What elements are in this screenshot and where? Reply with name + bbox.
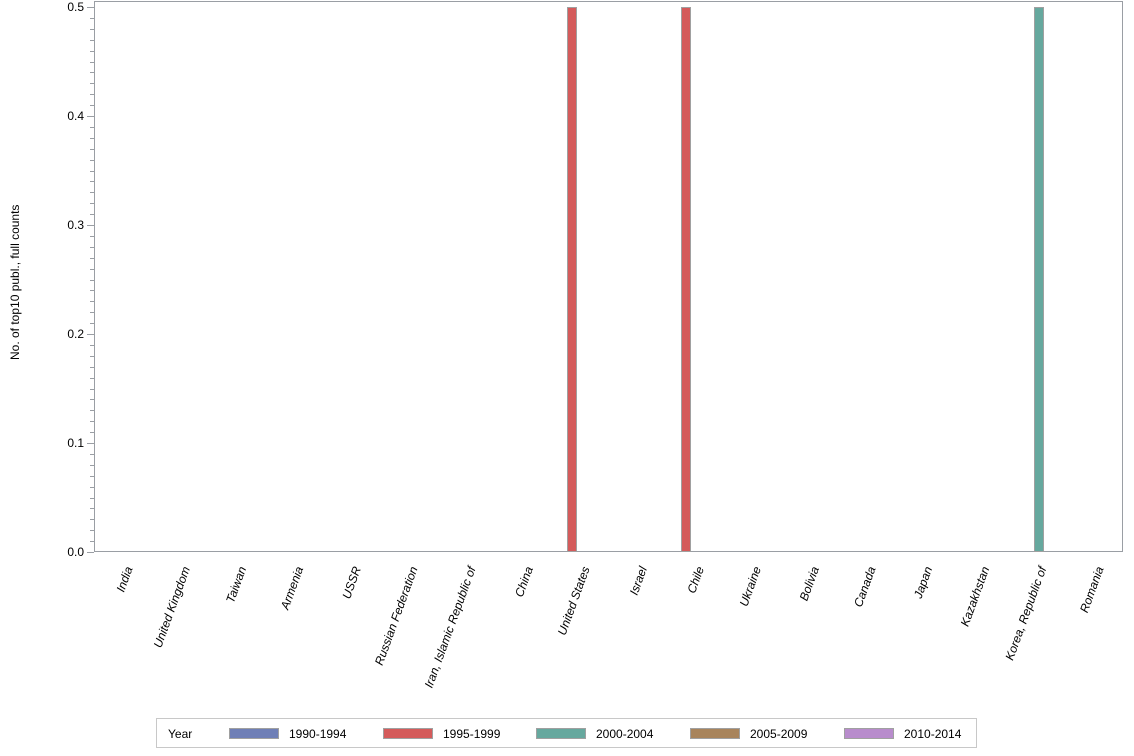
x-tick-label: Armenia xyxy=(277,564,307,612)
y-minor-tick xyxy=(90,62,94,63)
legend-label: 2005-2009 xyxy=(750,727,808,741)
y-minor-tick xyxy=(90,519,94,520)
x-tick-label: Romania xyxy=(1077,564,1107,615)
y-minor-tick xyxy=(90,258,94,259)
y-minor-tick xyxy=(90,465,94,466)
y-tick-label: 0.4 xyxy=(67,109,84,123)
y-minor-tick xyxy=(90,476,94,477)
y-major-tick xyxy=(87,334,94,335)
y-tick-label: 0.1 xyxy=(67,436,84,450)
x-tick-label: Israel xyxy=(626,564,650,597)
x-tick-label: Bolivia xyxy=(796,564,822,603)
y-minor-tick xyxy=(90,410,94,411)
y-minor-tick xyxy=(90,203,94,204)
y-minor-tick xyxy=(90,127,94,128)
legend-title: Year xyxy=(168,727,193,741)
x-tick-label: Kazakhstan xyxy=(957,564,993,629)
y-minor-tick xyxy=(90,247,94,248)
y-minor-tick xyxy=(90,280,94,281)
y-minor-tick xyxy=(90,171,94,172)
legend-swatch xyxy=(690,728,740,739)
legend-swatch xyxy=(844,728,894,739)
y-minor-tick xyxy=(90,498,94,499)
legend-swatch xyxy=(536,728,586,739)
legend-swatch xyxy=(383,728,433,739)
x-tick-label: United Kingdom xyxy=(150,564,193,650)
y-minor-tick xyxy=(90,149,94,150)
x-tick-label: China xyxy=(512,564,536,599)
y-minor-tick xyxy=(90,367,94,368)
bar xyxy=(1034,7,1044,552)
y-minor-tick xyxy=(90,487,94,488)
legend-label: 1990-1994 xyxy=(289,727,347,741)
y-minor-tick xyxy=(90,301,94,302)
y-minor-tick xyxy=(90,421,94,422)
x-tick-label: Ukraine xyxy=(736,564,764,609)
legend-swatch xyxy=(229,728,279,739)
y-minor-tick xyxy=(90,508,94,509)
y-minor-tick xyxy=(90,94,94,95)
y-minor-tick xyxy=(90,290,94,291)
y-minor-tick xyxy=(90,51,94,52)
y-minor-tick xyxy=(90,29,94,30)
x-tick-label: Iran, Islamic Republic of xyxy=(421,564,479,690)
y-minor-tick xyxy=(90,192,94,193)
x-tick-label: Chile xyxy=(684,564,707,596)
x-tick-label: Canada xyxy=(851,564,879,609)
x-tick-label: Japan xyxy=(910,564,936,601)
y-minor-tick xyxy=(90,378,94,379)
y-minor-tick xyxy=(90,356,94,357)
y-minor-tick xyxy=(90,83,94,84)
y-tick-label: 0.5 xyxy=(67,0,84,14)
x-tick-label: USSR xyxy=(339,564,364,601)
y-tick-label: 0.0 xyxy=(67,545,84,559)
y-minor-tick xyxy=(90,72,94,73)
y-axis-title: No. of top10 publ., full counts xyxy=(8,204,22,360)
x-tick-label: Taiwan xyxy=(223,564,250,605)
y-minor-tick xyxy=(90,541,94,542)
y-minor-tick xyxy=(90,40,94,41)
y-minor-tick xyxy=(90,345,94,346)
x-tick-label: United States xyxy=(554,564,593,638)
y-minor-tick xyxy=(90,18,94,19)
y-tick-label: 0.2 xyxy=(67,327,84,341)
plot-area xyxy=(94,1,1123,552)
legend: Year 1990-1994 1995-1999 2000-2004 2005-200… xyxy=(156,718,977,748)
x-tick-label: Korea, Republic of xyxy=(1002,564,1050,663)
y-major-tick xyxy=(87,225,94,226)
y-minor-tick xyxy=(90,323,94,324)
bar xyxy=(567,7,577,552)
y-minor-tick xyxy=(90,214,94,215)
y-minor-tick xyxy=(90,138,94,139)
legend-label: 2010-2014 xyxy=(904,727,962,741)
legend-label: 1995-1999 xyxy=(443,727,501,741)
x-tick-label: Russian Federation xyxy=(371,564,421,668)
y-minor-tick xyxy=(90,454,94,455)
y-minor-tick xyxy=(90,236,94,237)
y-major-tick xyxy=(87,7,94,8)
y-minor-tick xyxy=(90,269,94,270)
x-tick-label: India xyxy=(113,564,136,594)
y-minor-tick xyxy=(90,181,94,182)
y-tick-label: 0.3 xyxy=(67,218,84,232)
y-minor-tick xyxy=(90,432,94,433)
y-minor-tick xyxy=(90,399,94,400)
y-major-tick xyxy=(87,552,94,553)
y-minor-tick xyxy=(90,160,94,161)
y-major-tick xyxy=(87,443,94,444)
bar xyxy=(681,7,691,552)
y-minor-tick xyxy=(90,389,94,390)
legend-label: 2000-2004 xyxy=(596,727,654,741)
y-minor-tick xyxy=(90,105,94,106)
y-minor-tick xyxy=(90,312,94,313)
y-minor-tick xyxy=(90,530,94,531)
y-major-tick xyxy=(87,116,94,117)
